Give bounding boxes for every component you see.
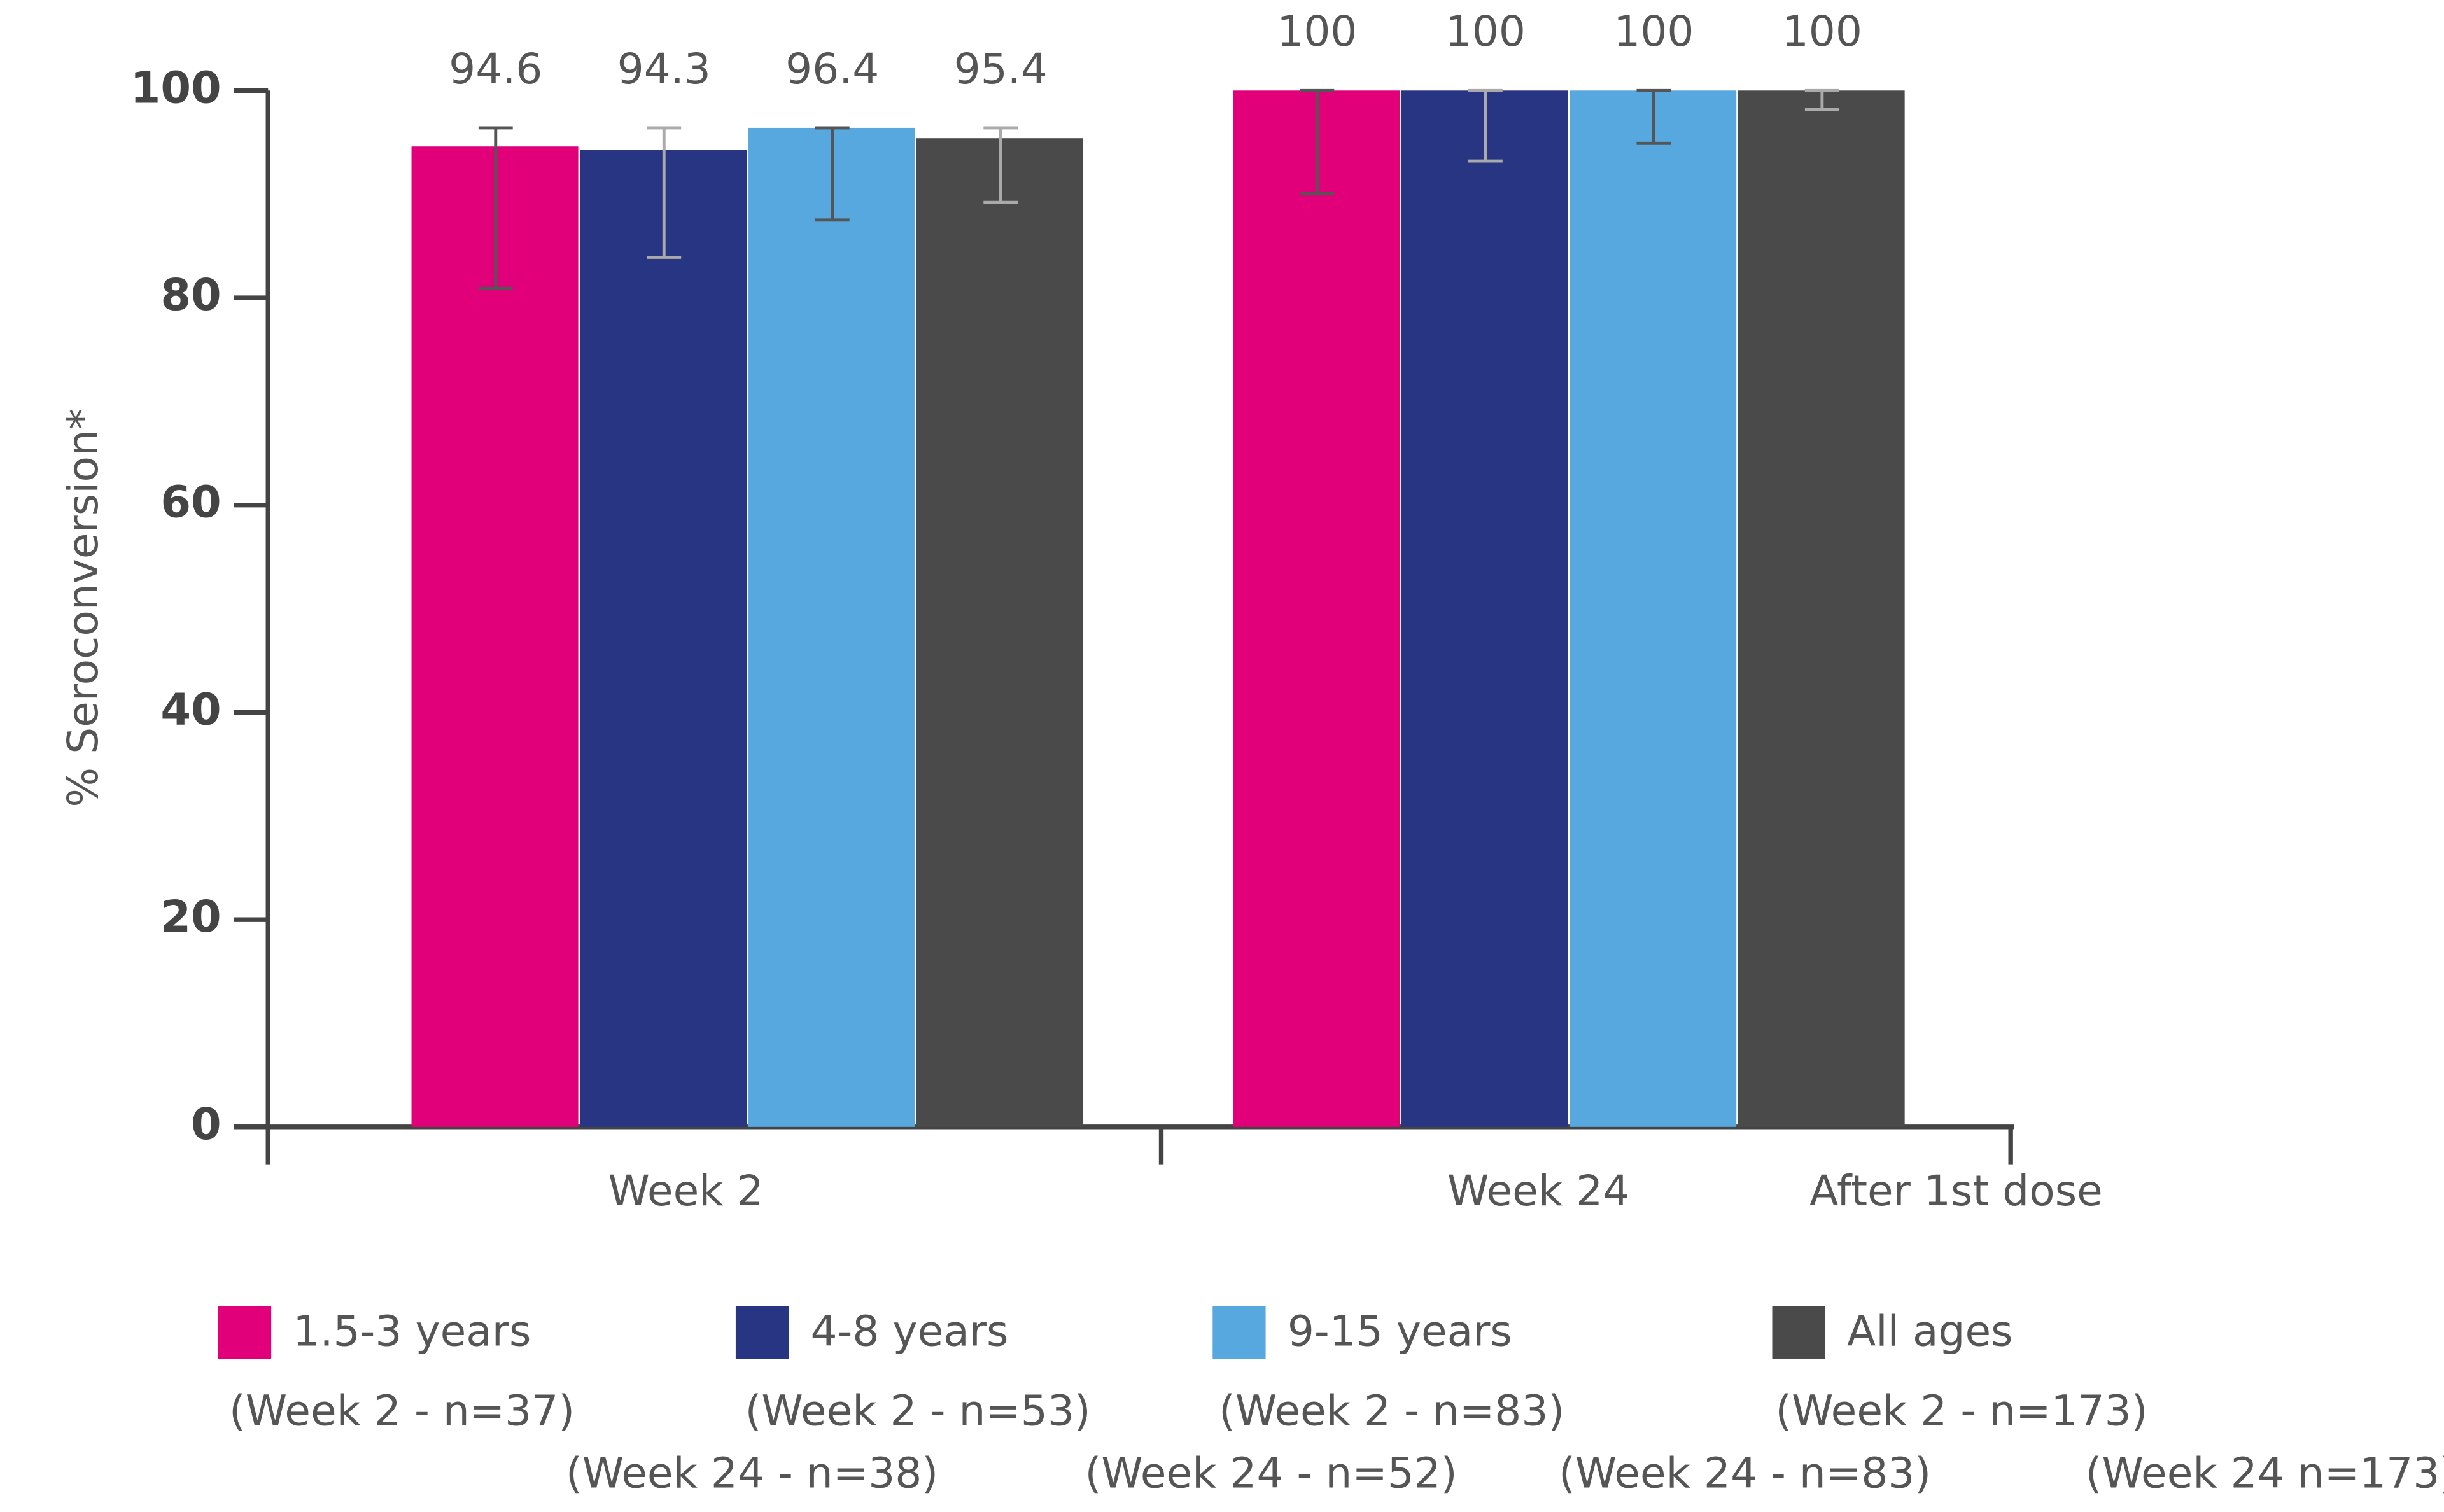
legend-note: (Week 24 - n=83) — [1559, 1448, 1931, 1497]
legend-label: 1.5-3 years — [293, 1307, 531, 1356]
data-label: 96.4 — [785, 45, 879, 94]
legend-note: (Week 2 - n=53) — [745, 1387, 1091, 1436]
legend-label: All ages — [1847, 1307, 2013, 1356]
legend-label: 9-15 years — [1288, 1307, 1512, 1356]
data-label: 94.3 — [617, 45, 711, 94]
legend-note: (Week 2 - n=83) — [1219, 1387, 1564, 1436]
legend-swatch — [218, 1306, 272, 1359]
x-note: After 1st dose — [1809, 1166, 2103, 1215]
bar — [1570, 90, 1737, 1127]
legend-swatch — [1772, 1306, 1825, 1359]
legend-swatch — [735, 1306, 789, 1359]
bar — [1233, 90, 1400, 1127]
data-label: 100 — [1445, 7, 1526, 56]
legend-note: (Week 2 - n=173) — [1775, 1387, 2147, 1436]
y-axis-label: % Seroconversion* — [59, 409, 108, 808]
legend-note: (Week 24 - n=38) — [566, 1448, 938, 1497]
bar — [916, 138, 1084, 1127]
y-tick-label: 20 — [160, 892, 221, 942]
x-tick-label: Week 24 — [1447, 1166, 1629, 1215]
bar — [411, 146, 579, 1127]
legend-note: (Week 24 n=173) — [2086, 1448, 2444, 1497]
data-label: 100 — [1613, 7, 1694, 56]
legend-swatch — [1212, 1306, 1266, 1359]
legend-note: (Week 24 - n=52) — [1085, 1448, 1457, 1497]
y-tick-label: 0 — [191, 1099, 221, 1150]
legend-label: 4-8 years — [810, 1307, 1008, 1356]
y-tick-label: 40 — [160, 684, 221, 735]
bar — [580, 150, 747, 1127]
legend-note: (Week 2 - n=37) — [229, 1387, 575, 1436]
y-tick-label: 100 — [130, 62, 221, 113]
data-label: 95.4 — [954, 45, 1048, 94]
y-tick-label: 60 — [160, 477, 221, 528]
bar — [748, 127, 915, 1127]
data-label: 100 — [1782, 7, 1862, 56]
data-label: 94.6 — [449, 45, 542, 94]
y-tick-label: 80 — [160, 270, 221, 321]
bar — [1401, 90, 1568, 1127]
x-tick-label: Week 2 — [608, 1166, 763, 1215]
data-label: 100 — [1277, 7, 1357, 56]
bar — [1738, 90, 1905, 1127]
